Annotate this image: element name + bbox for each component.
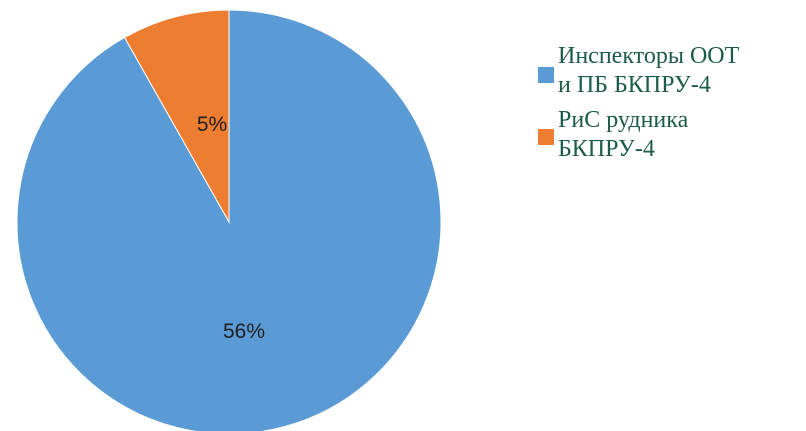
legend-item-inspectors: Инспекторы ООТ и ПБ БКПРУ-4 [538, 42, 806, 100]
legend-swatch-inspectors [538, 67, 554, 83]
legend-label-inspectors-line1: Инспекторы ООТ [558, 43, 740, 69]
legend-label-ris-line1: РиС рудника [558, 107, 689, 133]
pie-slice-inspectors [16, 9, 442, 431]
data-label-ris: 5% [197, 113, 227, 136]
legend-swatch-ris [538, 129, 554, 145]
data-labels: 56% 5% [197, 113, 265, 343]
legend-item-ris: РиС рудника БКПРУ-4 [538, 106, 806, 164]
data-label-inspectors: 56% [223, 320, 265, 343]
legend-label-inspectors-line2: и ПБ БКПРУ-4 [558, 72, 711, 98]
legend: Инспекторы ООТ и ПБ БКПРУ-4 РиС рудника … [538, 42, 806, 170]
pie-slices [16, 9, 442, 431]
legend-label-ris-line2: БКПРУ-4 [558, 136, 655, 162]
pie-slice-ris [123, 9, 230, 224]
